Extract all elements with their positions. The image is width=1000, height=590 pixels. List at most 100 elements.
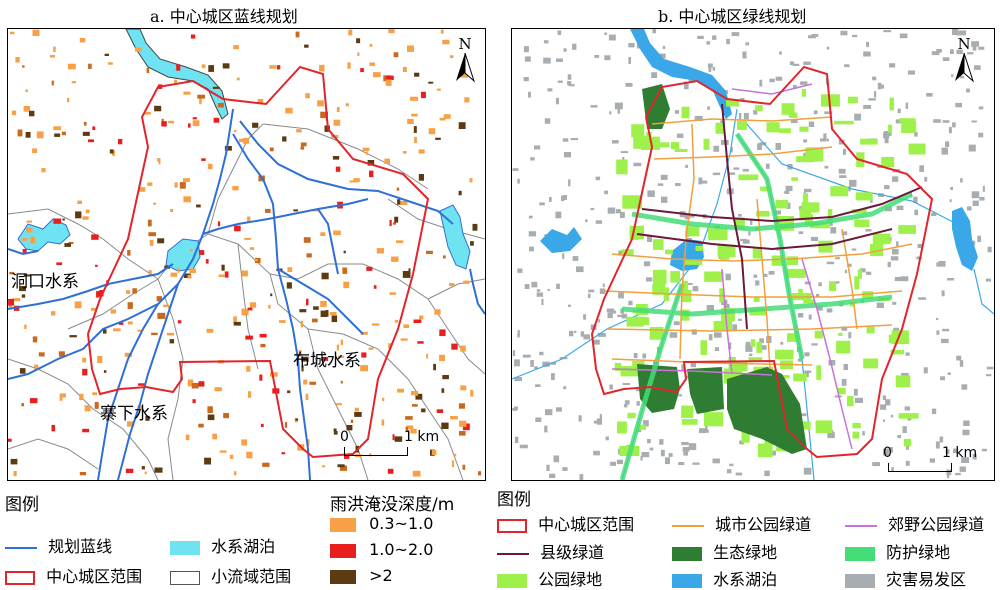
flood-patch (317, 100, 324, 107)
disaster-patch (750, 220, 753, 225)
disaster-patch (793, 85, 797, 89)
flood-patch (320, 300, 327, 307)
disaster-patch (550, 362, 557, 365)
disaster-patch (929, 458, 935, 463)
park-green-patch (728, 356, 736, 372)
flood-patch (360, 331, 368, 335)
disaster-patch (580, 331, 584, 337)
flood-patch (459, 431, 466, 436)
flood-patch (414, 136, 417, 144)
disaster-patch (935, 441, 940, 449)
disaster-patch (522, 354, 531, 358)
disaster-patch (549, 197, 552, 202)
flood-patch (189, 268, 196, 274)
park-green-patch (636, 424, 646, 430)
flood-patch (388, 343, 392, 349)
disaster-patch (609, 384, 613, 390)
disaster-patch (959, 30, 966, 36)
disaster-patch (956, 355, 962, 361)
flood-patch (124, 352, 132, 357)
flood-patch (269, 147, 274, 152)
disaster-patch (972, 45, 977, 51)
flood-patch (201, 158, 206, 161)
flood-patch (270, 293, 273, 297)
disaster-patch (826, 138, 829, 142)
flood-patch (79, 393, 84, 401)
disaster-patch (512, 350, 516, 357)
disaster-patch (757, 143, 762, 150)
disaster-patch (692, 462, 700, 465)
disaster-patch (866, 41, 869, 48)
flood-patch (36, 131, 44, 139)
disaster-patch (775, 76, 783, 81)
disaster-patch (968, 144, 976, 152)
disaster-patch (779, 51, 782, 55)
flood-patch (185, 434, 190, 441)
label-dongkou-water-system: 洞口水系 (11, 272, 79, 292)
park-green-patch (908, 143, 926, 155)
disaster-patch (769, 78, 775, 83)
flood-patch (10, 31, 15, 35)
disaster-patch (941, 290, 945, 297)
disaster-patch (971, 191, 980, 199)
park-green-patch (852, 422, 861, 429)
disaster-patch (842, 148, 846, 155)
disaster-patch (544, 118, 551, 124)
disaster-patch (731, 32, 740, 37)
flood-patch (233, 316, 237, 324)
disaster-patch (841, 378, 847, 386)
flood-patch (224, 146, 232, 151)
flood-patch (443, 255, 446, 259)
park-green-patch (799, 126, 809, 132)
disaster-patch (553, 455, 560, 463)
flood-patch (257, 99, 264, 105)
park-green-patch (904, 438, 912, 447)
flood-patch (51, 311, 56, 316)
disaster-patch (855, 397, 863, 403)
flood-patch (348, 29, 353, 36)
park-green-patch (888, 124, 893, 133)
disaster-patch (620, 211, 625, 218)
disaster-patch (890, 256, 899, 261)
flood-patch (204, 457, 211, 465)
flood-patch (459, 420, 467, 427)
disaster-patch (742, 51, 747, 59)
disaster-patch (967, 52, 974, 55)
disaster-patch (519, 444, 528, 449)
disaster-patch (579, 474, 584, 480)
park-green-patch (715, 122, 725, 134)
legend-b-item-protective-green: 防护绿地 (845, 539, 950, 563)
flood-patch (319, 64, 325, 72)
park-green-patch (629, 228, 640, 240)
disaster-patch (917, 244, 923, 249)
flood-patch (478, 471, 482, 476)
disaster-patch (528, 215, 533, 219)
disaster-patch (798, 231, 804, 235)
park-green-patch (786, 256, 799, 265)
disaster-patch (607, 207, 616, 214)
disaster-patch (792, 63, 800, 66)
disaster-patch (678, 394, 683, 397)
flood-patch (333, 230, 341, 236)
disaster-patch (599, 288, 606, 294)
park-green-patch (665, 249, 673, 255)
disaster-patch (691, 329, 697, 335)
disaster-patch (931, 51, 940, 56)
disaster-patch (768, 271, 775, 275)
disaster-patch (624, 400, 630, 405)
flood-patch (110, 309, 116, 314)
disaster-patch (977, 235, 981, 242)
disaster-patch (890, 414, 894, 418)
urban-boundary-swatch (497, 518, 527, 533)
flood-patch (41, 168, 46, 173)
disaster-patch (941, 147, 948, 155)
park-green-patch (733, 360, 748, 372)
flood-patch (329, 312, 337, 316)
disaster-patch (524, 284, 530, 289)
disaster-patch (863, 105, 872, 109)
disaster-patch (563, 152, 571, 158)
disaster-patch (808, 121, 815, 127)
disaster-patch (936, 262, 941, 267)
flood-patch (260, 343, 266, 348)
flood-patch (83, 121, 87, 126)
